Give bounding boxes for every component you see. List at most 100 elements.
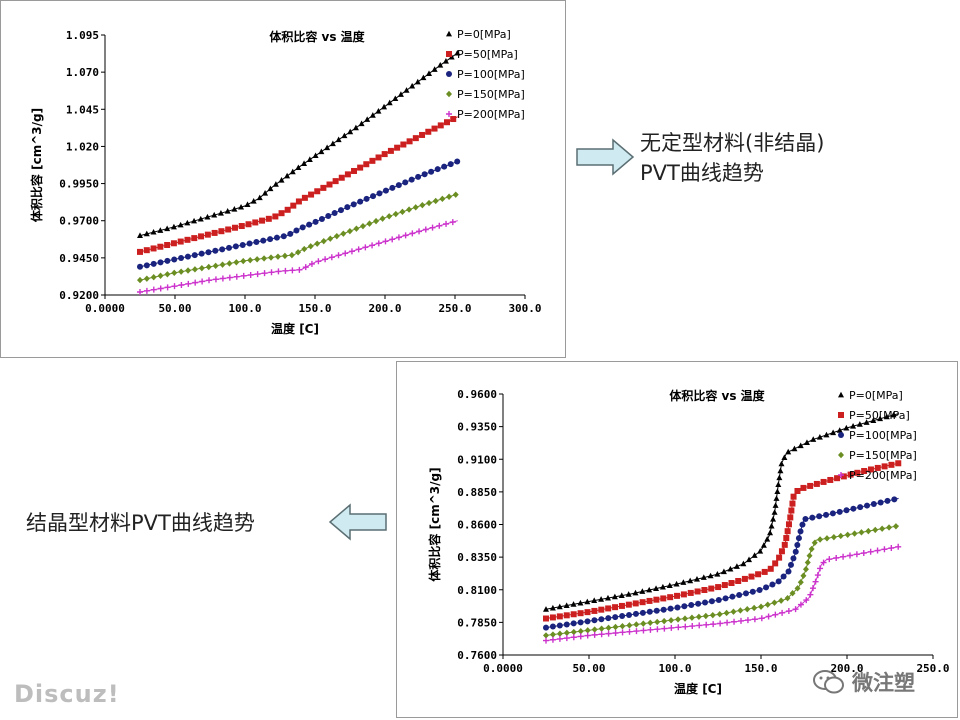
crystalline-data-point: [577, 599, 584, 606]
crystalline-data-point: [680, 579, 687, 585]
crystalline-data-point: [654, 618, 661, 626]
amorphous-data-point: [357, 198, 364, 205]
amorphous-data-point: [226, 260, 233, 267]
amorphous-y-tick-label: 1.020: [66, 140, 99, 153]
amorphous-x-tick-label: 50.00: [158, 302, 191, 315]
crystalline-data-point: [794, 541, 801, 548]
amorphous-data-point: [382, 187, 389, 194]
amorphous-data-point: [192, 279, 199, 286]
crystalline-data-point: [790, 555, 797, 562]
crystalline-data-point: [816, 434, 823, 440]
amorphous-data-point: [278, 210, 285, 217]
amorphous-x-tick-label: 250.0: [438, 302, 471, 315]
amorphous-data-point: [375, 154, 382, 161]
crystalline-data-point: [688, 614, 695, 621]
crystalline-data-point: [758, 603, 765, 610]
crystalline-data-point: [830, 533, 837, 541]
amorphous-data-point: [324, 144, 331, 151]
crystalline-data-point: [800, 484, 807, 491]
amorphous-label: 无定型材料(非结晶) PVT曲线趋势: [640, 128, 824, 188]
crystalline-data-point: [863, 419, 870, 425]
crystalline-data-point: [792, 548, 799, 555]
crystalline-series-0: [543, 411, 899, 612]
crystalline-data-point: [598, 596, 605, 602]
amorphous-data-point: [325, 213, 332, 220]
amorphous-data-point: [267, 236, 274, 243]
crystalline-data-point: [860, 550, 867, 557]
crystalline-data-point: [751, 616, 758, 623]
crystalline-data-point: [864, 502, 871, 509]
crystalline-data-point: [570, 601, 577, 607]
amorphous-data-point: [164, 284, 171, 291]
crystalline-data-point: [612, 614, 619, 621]
crystalline-x-tick-label: 200.0: [830, 662, 863, 675]
crystalline-data-point: [563, 612, 570, 619]
amorphous-data-point: [420, 74, 427, 81]
amorphous-data-point: [387, 147, 394, 154]
amorphous-data-point: [247, 256, 254, 264]
amorphous-y-tick-label: 0.9200: [59, 289, 99, 302]
amorphous-y-tick-label: 0.9950: [59, 178, 99, 191]
amorphous-data-point: [402, 179, 409, 186]
amorphous-data-point: [178, 268, 185, 275]
crystalline-data-point: [563, 621, 570, 628]
crystalline-data-point: [570, 634, 577, 641]
crystalline-data-point: [803, 597, 810, 604]
crystalline-data-point: [653, 585, 660, 591]
crystalline-data-point: [700, 574, 707, 580]
amorphous-data-point: [205, 249, 212, 256]
crystalline-series-line-4: [545, 546, 899, 642]
crystalline-data-point: [708, 598, 715, 605]
crystalline-data-point: [667, 605, 674, 612]
crystalline-data-point: [785, 608, 792, 615]
crystalline-data-point: [694, 588, 701, 595]
crystalline-data-point: [846, 552, 853, 559]
crystalline-data-point: [850, 423, 857, 429]
crystalline-data-point: [836, 427, 843, 433]
crystalline-data-point: [785, 521, 792, 528]
amorphous-data-point: [441, 163, 448, 170]
crystalline-data-point: [693, 575, 700, 582]
crystalline-data-point: [647, 619, 654, 626]
amorphous-data-point: [443, 119, 450, 126]
crystalline-data-point: [727, 565, 734, 572]
amorphous-data-point: [381, 151, 388, 158]
amorphous-data-point: [233, 273, 240, 280]
amorphous-data-point: [275, 268, 282, 275]
crystalline-data-point: [791, 445, 798, 452]
crystalline-data-point: [804, 559, 811, 566]
crystalline-legend-marker: [838, 472, 844, 478]
amorphous-data-point: [245, 221, 252, 228]
amorphous-data-point: [406, 206, 413, 213]
crystalline-data-point: [611, 593, 618, 600]
crystalline-data-point: [577, 627, 584, 635]
amorphous-data-point: [280, 233, 287, 240]
crystalline-data-point: [817, 536, 824, 543]
amorphous-data-point: [290, 202, 297, 209]
crystalline-data-point: [570, 628, 577, 636]
crystalline-data-point: [770, 516, 777, 522]
crystalline-data-point: [808, 545, 815, 553]
amorphous-data-point: [315, 258, 322, 265]
amorphous-data-point: [233, 259, 240, 266]
crystalline-data-point: [598, 606, 605, 613]
amorphous-data-point: [226, 244, 233, 251]
crystalline-x-tick-label: 250.0: [916, 662, 949, 675]
crystalline-y-axis-label: 体积比容 [cm^3/g]: [427, 467, 442, 581]
amorphous-data-point: [419, 131, 426, 138]
crystalline-data-point: [591, 607, 598, 614]
crystalline-data-point: [619, 629, 626, 636]
crystalline-data-point: [632, 610, 639, 617]
amorphous-data-point: [358, 120, 365, 127]
amorphous-data-point: [320, 237, 327, 245]
crystalline-data-point: [731, 618, 738, 625]
crystalline-data-point: [742, 590, 749, 597]
amorphous-data-point: [414, 78, 421, 85]
amorphous-data-point: [327, 235, 334, 242]
crystalline-legend-label: P=100[MPa]: [849, 429, 917, 442]
amorphous-data-point: [143, 287, 150, 294]
crystalline-data-point: [881, 546, 888, 553]
crystalline-data-point: [646, 608, 653, 615]
amorphous-data-point: [426, 70, 433, 77]
amorphous-y-tick-label: 1.045: [66, 103, 99, 116]
